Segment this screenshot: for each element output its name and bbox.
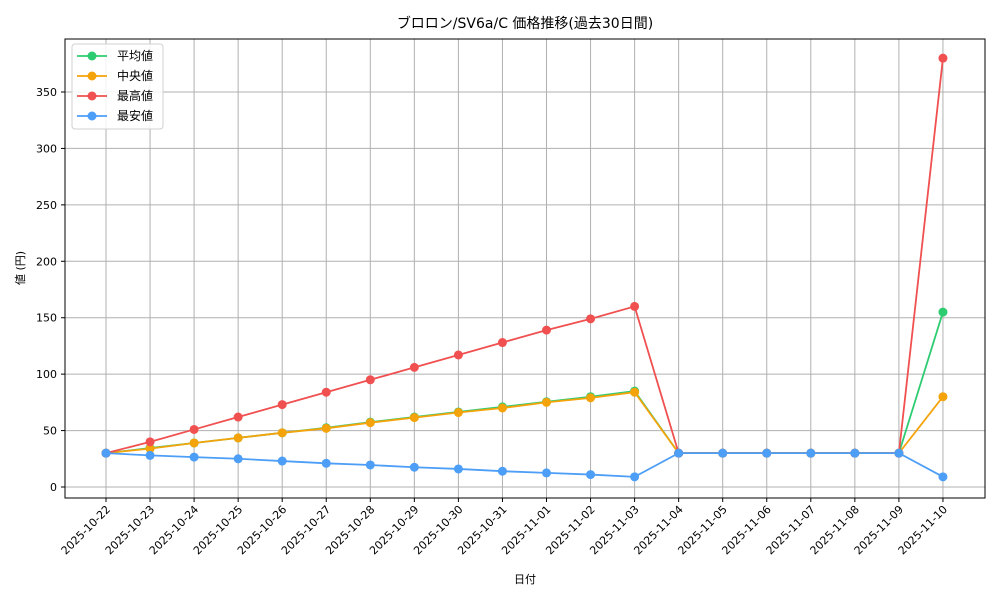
x-axis-label: 日付 — [514, 573, 536, 586]
data-point — [189, 438, 199, 448]
grid-lines — [65, 39, 985, 498]
series-line — [101, 53, 948, 458]
y-tick-label: 300 — [36, 142, 57, 155]
data-point — [938, 53, 948, 63]
data-point — [762, 448, 772, 458]
data-point — [365, 460, 375, 470]
legend-marker-icon — [87, 71, 97, 81]
data-point — [145, 450, 155, 460]
plot-area-frame — [64, 38, 986, 499]
y-axis-label: 値 (円) — [14, 251, 27, 285]
data-point — [321, 423, 331, 433]
legend-item: 中央値 — [77, 68, 153, 83]
data-point — [938, 472, 948, 482]
legend-marker-icon — [87, 91, 97, 101]
data-point — [894, 448, 904, 458]
data-point — [806, 448, 816, 458]
data-point — [586, 314, 596, 324]
y-tick-label: 250 — [36, 199, 57, 212]
data-point — [453, 408, 463, 418]
data-point — [497, 466, 507, 476]
data-point — [586, 470, 596, 480]
data-point — [233, 412, 243, 422]
data-point — [277, 456, 287, 466]
data-point — [321, 387, 331, 397]
data-series — [101, 53, 948, 482]
data-point — [938, 392, 948, 402]
data-point — [101, 448, 111, 458]
y-tick-label: 150 — [36, 312, 57, 325]
y-tick-label: 100 — [36, 368, 57, 381]
y-tick-label: 350 — [36, 86, 57, 99]
data-point — [365, 375, 375, 385]
data-point — [145, 437, 155, 447]
data-point — [586, 393, 596, 403]
series-line — [101, 448, 948, 482]
legend-frame — [71, 43, 164, 130]
data-point — [145, 444, 155, 454]
data-point — [718, 448, 728, 458]
data-point — [630, 472, 640, 482]
data-point — [674, 448, 684, 458]
data-point — [630, 387, 640, 397]
data-point — [321, 458, 331, 468]
data-point — [453, 464, 463, 474]
data-point — [409, 362, 419, 372]
series-line — [101, 387, 948, 458]
data-point — [497, 338, 507, 348]
x-axis-ticks: 2025-10-222025-10-232025-10-242025-10-25… — [59, 498, 950, 557]
chart-title: ブロロン/SV6a/C 価格推移(過去30日間) — [397, 15, 653, 32]
data-point — [189, 424, 199, 434]
data-point — [453, 350, 463, 360]
data-point — [277, 428, 287, 438]
data-point — [542, 468, 551, 478]
data-point — [233, 433, 243, 443]
data-point — [233, 454, 243, 464]
legend-label: 中央値 — [117, 68, 153, 83]
data-point — [409, 413, 419, 423]
legend-marker-icon — [87, 111, 97, 121]
legend-label: 最高値 — [117, 88, 153, 103]
legend-item: 最高値 — [77, 88, 153, 103]
series-line — [101, 307, 948, 458]
data-point — [497, 403, 507, 413]
data-point — [542, 397, 551, 407]
data-point — [365, 418, 375, 428]
data-point — [189, 452, 199, 462]
y-tick-label: 50 — [43, 425, 57, 438]
y-tick-label: 200 — [36, 255, 57, 268]
data-point — [277, 400, 287, 410]
legend-item: 最安値 — [77, 108, 153, 123]
data-point — [938, 307, 948, 317]
data-point — [850, 448, 860, 458]
y-axis-ticks: 0 50 100 150 200 250 300 350 — [36, 86, 65, 494]
data-point — [630, 301, 640, 311]
data-point — [542, 325, 551, 335]
legend-label: 最安値 — [117, 108, 153, 123]
y-tick-label: 0 — [50, 481, 57, 494]
legend-item: 平均値 — [77, 48, 153, 63]
data-point — [409, 462, 419, 472]
legend-label: 平均値 — [117, 48, 153, 63]
legend-marker-icon — [87, 51, 97, 61]
